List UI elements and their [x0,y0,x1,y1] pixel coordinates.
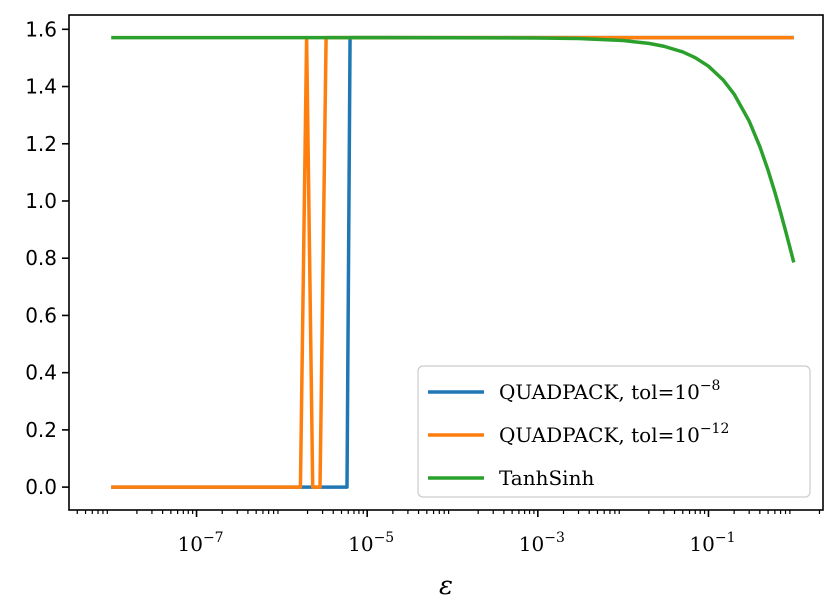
legend-label-2: QUADPACK, tol=10−12 [499,421,729,447]
y-tick-label: 0.8 [25,246,57,270]
plot-frame [68,14,824,511]
x-tick-label: 10−3 [519,530,565,556]
x-tick-label: 10−7 [177,530,223,556]
y-tick-label: 1.4 [25,75,57,99]
series-line-3 [111,35,796,263]
legend: QUADPACK, tol=10−8 QUADPACK, tol=10−12 Tan… [417,365,811,498]
legend-label-1: QUADPACK, tol=10−8 [499,378,720,404]
y-tick-label: 1.6 [25,17,57,41]
legend-label-3: TanhSinh [499,466,594,490]
x-axis-title: ε [439,571,453,601]
y-tick-label: 0.2 [25,418,57,442]
x-tick-label: 10−1 [689,530,735,556]
axes-layer: 0.0 0.2 0.4 0.6 0.8 1.0 1.2 1.4 1.6 10−7 10−5 10−3 1… [25,14,824,556]
y-tick-label: 0.6 [25,303,57,327]
legend-box [417,365,811,498]
y-tick-label: 1.0 [25,189,57,213]
y-tick-label: 0.0 [25,475,57,499]
y-tick-label: 0.4 [25,361,57,385]
y-tick-label: 1.2 [25,132,57,156]
x-tick-label: 10−5 [348,530,394,556]
series-layer [111,35,796,489]
